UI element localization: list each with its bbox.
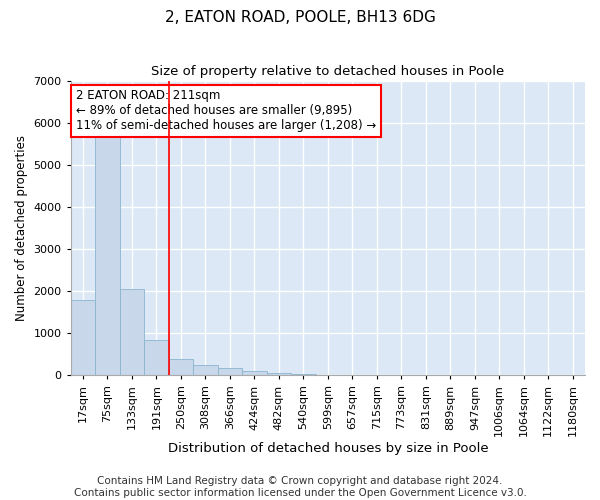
Y-axis label: Number of detached properties: Number of detached properties — [15, 135, 28, 321]
Bar — [119, 289, 144, 376]
Bar — [169, 360, 193, 376]
Text: Contains HM Land Registry data © Crown copyright and database right 2024.
Contai: Contains HM Land Registry data © Crown c… — [74, 476, 526, 498]
Text: 2 EATON ROAD: 211sqm
← 89% of detached houses are smaller (9,895)
11% of semi-de: 2 EATON ROAD: 211sqm ← 89% of detached h… — [76, 90, 376, 132]
Bar — [242, 371, 266, 376]
Text: 2, EATON ROAD, POOLE, BH13 6DG: 2, EATON ROAD, POOLE, BH13 6DG — [164, 10, 436, 25]
Title: Size of property relative to detached houses in Poole: Size of property relative to detached ho… — [151, 65, 505, 78]
Bar — [266, 372, 291, 376]
Bar — [193, 365, 218, 376]
Bar — [218, 368, 242, 376]
Bar — [71, 300, 95, 376]
X-axis label: Distribution of detached houses by size in Poole: Distribution of detached houses by size … — [167, 442, 488, 455]
Bar — [144, 340, 169, 376]
Bar — [291, 374, 316, 376]
Bar — [95, 133, 119, 376]
